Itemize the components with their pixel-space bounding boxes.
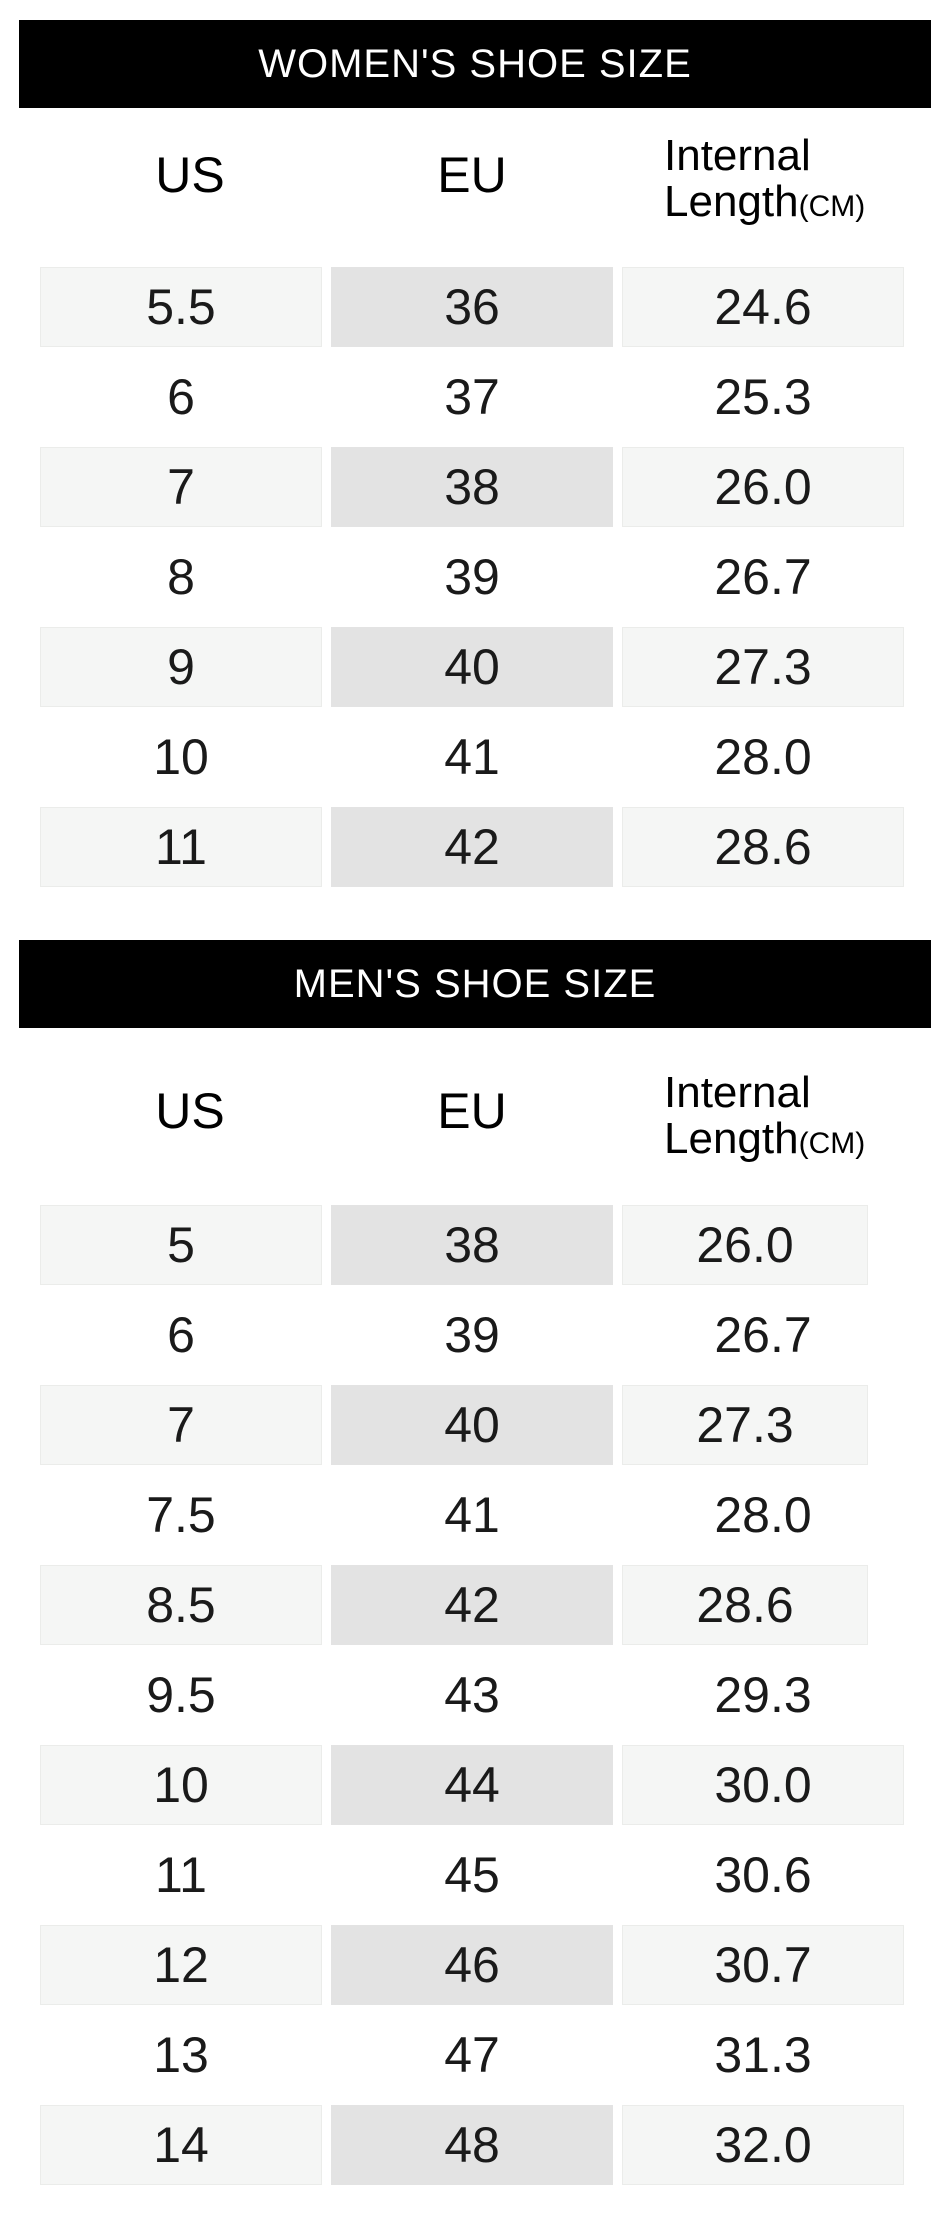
womens-header-us: US — [155, 147, 225, 203]
men-length-cell: 26.7 — [714, 1307, 812, 1363]
men-us-cell: 10 — [40, 1745, 322, 1825]
men-size-row: 13 47 31.3 — [0, 2015, 950, 2095]
men-us-cell: 8.5 — [40, 1565, 322, 1645]
women-us-cell: 9 — [40, 627, 322, 707]
men-size-row: 7.5 41 28.0 — [0, 1475, 950, 1555]
women-length-cell: 27.3 — [622, 627, 904, 707]
men-length-cell: 31.3 — [714, 2027, 812, 2083]
women-size-row: 7 38 26.0 — [0, 447, 950, 527]
women-eu-cell: 40 — [331, 627, 613, 707]
men-eu-cell: 46 — [331, 1925, 613, 2005]
mens-header-length-line2: Length(CM) — [664, 1114, 866, 1163]
mens-header-length: Internal Length(CM) — [664, 1070, 924, 1170]
men-length-cell: 32.0 — [622, 2105, 904, 2185]
women-length-cell: 24.6 — [622, 267, 904, 347]
women-eu-cell: 42 — [331, 807, 613, 887]
women-size-row: 5.5 36 24.6 — [0, 267, 950, 347]
women-size-row: 9 40 27.3 — [0, 627, 950, 707]
men-us-cell: 13 — [153, 2027, 209, 2083]
men-length-cell: 28.6 — [622, 1565, 868, 1645]
women-eu-cell: 37 — [444, 369, 500, 425]
women-size-row: 8 39 26.7 — [0, 537, 950, 617]
men-size-row: 10 44 30.0 — [0, 1745, 950, 1825]
men-us-cell: 5 — [40, 1205, 322, 1285]
men-eu-cell: 47 — [444, 2027, 500, 2083]
men-us-cell: 11 — [155, 1847, 207, 1903]
women-size-row: 11 42 28.6 — [0, 807, 950, 887]
men-size-row: 7 40 27.3 — [0, 1385, 950, 1465]
men-eu-cell: 38 — [331, 1205, 613, 1285]
men-length-cell: 27.3 — [622, 1385, 868, 1465]
mens-header-us: US — [155, 1083, 225, 1139]
men-size-row: 8.5 42 28.6 — [0, 1565, 950, 1645]
men-length-cell: 30.0 — [622, 1745, 904, 1825]
men-size-row: 9.5 43 29.3 — [0, 1655, 950, 1735]
men-size-row: 11 45 30.6 — [0, 1835, 950, 1915]
mens-header-length-unit: (CM) — [798, 1127, 866, 1160]
men-eu-cell: 41 — [444, 1487, 500, 1543]
men-length-cell: 29.3 — [714, 1667, 812, 1723]
women-eu-cell: 36 — [331, 267, 613, 347]
men-eu-cell: 45 — [444, 1847, 500, 1903]
men-size-row: 6 39 26.7 — [0, 1295, 950, 1375]
women-us-cell: 6 — [167, 369, 195, 425]
women-us-cell: 11 — [40, 807, 322, 887]
womens-header-length-unit: (CM) — [798, 190, 866, 223]
men-length-cell: 30.7 — [622, 1925, 904, 2005]
men-us-cell: 6 — [167, 1307, 195, 1363]
men-eu-cell: 42 — [331, 1565, 613, 1645]
womens-header-length: Internal Length(CM) — [664, 133, 924, 233]
women-length-cell: 26.7 — [714, 549, 812, 605]
women-length-cell: 28.0 — [714, 729, 812, 785]
men-eu-cell: 43 — [444, 1667, 500, 1723]
womens-header-eu: EU — [437, 147, 507, 203]
mens-title-banner: MEN'S SHOE SIZE — [19, 940, 931, 1028]
men-us-cell: 7 — [40, 1385, 322, 1465]
women-eu-cell: 38 — [331, 447, 613, 527]
men-us-cell: 12 — [40, 1925, 322, 2005]
men-length-cell: 30.6 — [714, 1847, 812, 1903]
women-us-cell: 8 — [167, 549, 195, 605]
mens-title: MEN'S SHOE SIZE — [293, 961, 657, 1006]
womens-title: WOMEN'S SHOE SIZE — [258, 41, 692, 86]
women-eu-cell: 39 — [444, 549, 500, 605]
men-length-cell: 26.0 — [622, 1205, 868, 1285]
men-size-row: 14 48 32.0 — [0, 2105, 950, 2185]
women-eu-cell: 41 — [444, 729, 500, 785]
women-length-cell: 26.0 — [622, 447, 904, 527]
womens-header-length-line2: Length(CM) — [664, 177, 866, 226]
womens-title-banner: WOMEN'S SHOE SIZE — [19, 20, 931, 108]
women-us-cell: 7 — [40, 447, 322, 527]
men-length-cell: 28.0 — [714, 1487, 812, 1543]
men-eu-cell: 44 — [331, 1745, 613, 1825]
men-us-cell: 9.5 — [146, 1667, 216, 1723]
men-eu-cell: 39 — [444, 1307, 500, 1363]
men-eu-cell: 40 — [331, 1385, 613, 1465]
women-us-cell: 10 — [153, 729, 209, 785]
women-length-cell: 25.3 — [714, 369, 812, 425]
mens-header-length-line1: Internal — [664, 1068, 811, 1117]
men-us-cell: 14 — [40, 2105, 322, 2185]
women-size-row: 6 37 25.3 — [0, 357, 950, 437]
men-us-cell: 7.5 — [146, 1487, 216, 1543]
men-size-row: 5 38 26.0 — [0, 1205, 950, 1285]
women-length-cell: 28.6 — [622, 807, 904, 887]
womens-header-length-line1: Internal — [664, 131, 811, 180]
mens-header-eu: EU — [437, 1083, 507, 1139]
women-size-row: 10 41 28.0 — [0, 717, 950, 797]
women-us-cell: 5.5 — [40, 267, 322, 347]
men-size-row: 12 46 30.7 — [0, 1925, 950, 2005]
men-eu-cell: 48 — [331, 2105, 613, 2185]
